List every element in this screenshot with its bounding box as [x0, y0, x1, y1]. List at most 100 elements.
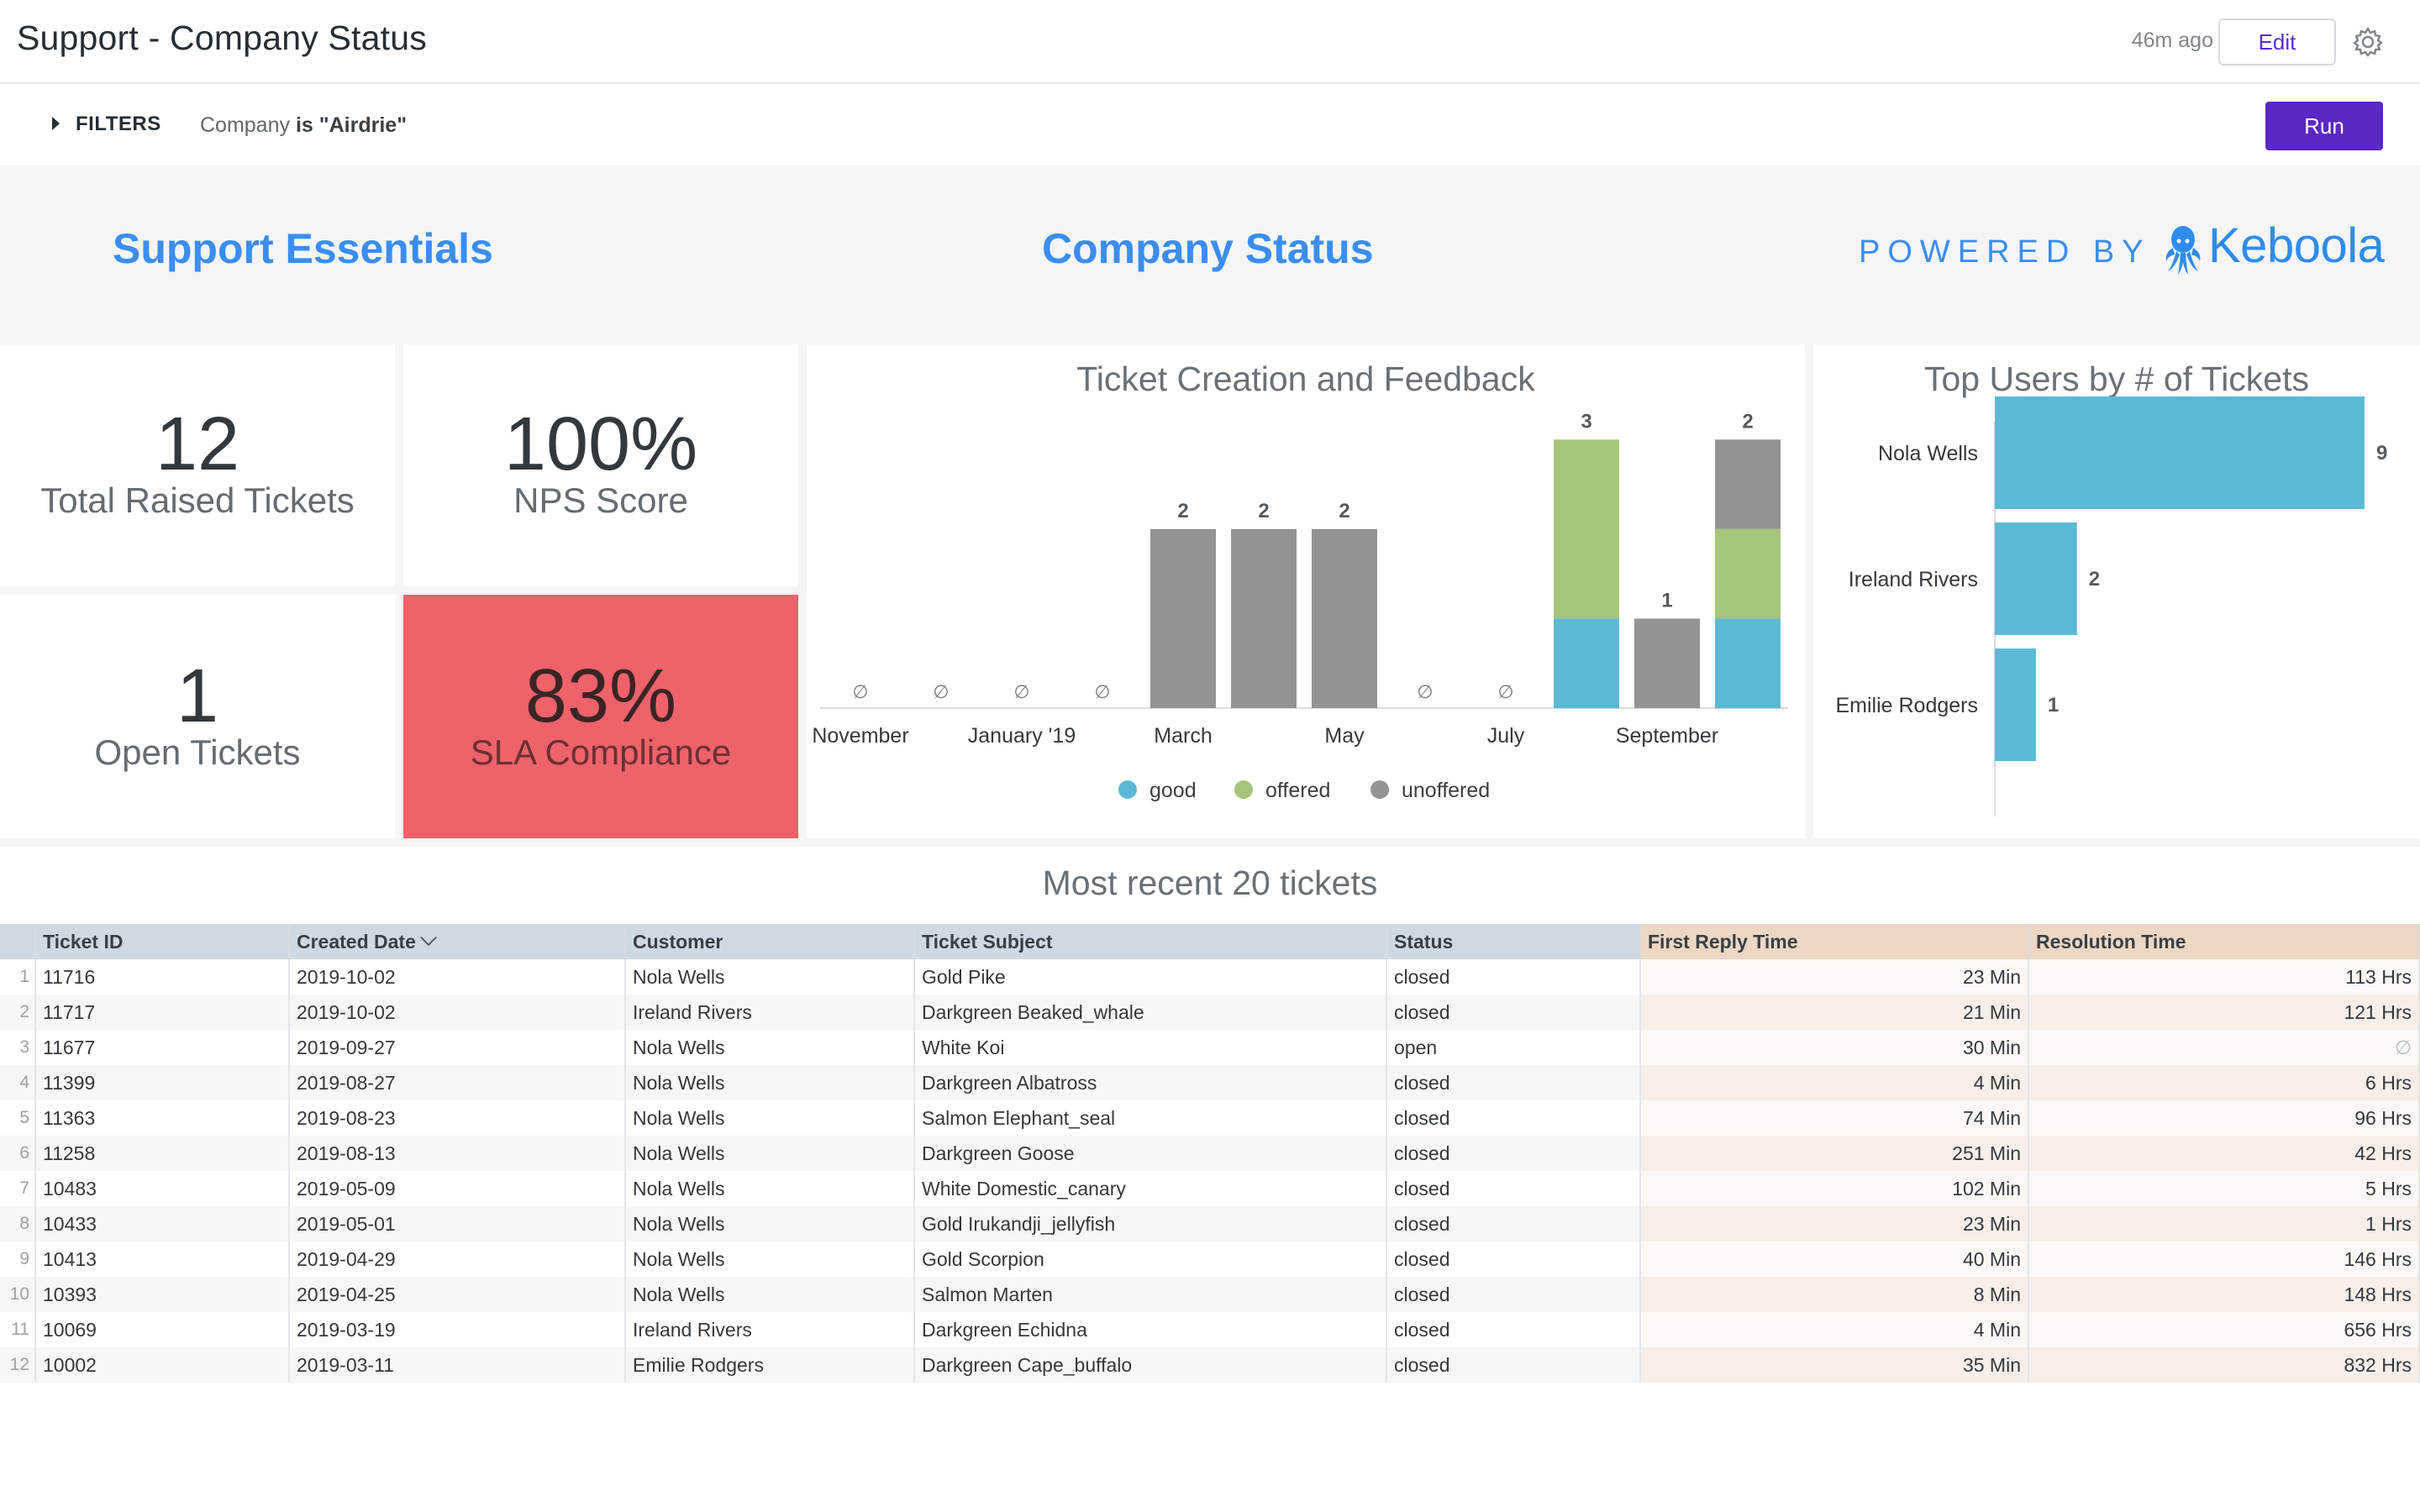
cell-first-reply-time: 4 Min — [1640, 1065, 2029, 1100]
table-row[interactable]: 1 11716 2019-10-02 Nola Wells Gold Pike close… — [0, 959, 2420, 995]
dashboard-title: Support - Company Status — [17, 18, 427, 57]
cell-customer: Nola Wells — [625, 1065, 915, 1100]
table-row[interactable]: 9 10413 2019-04-29 Nola Wells Gold Scorpion c… — [0, 1242, 2420, 1277]
table-row[interactable]: 2 11717 2019-10-02 Ireland Rivers Darkgreen … — [0, 995, 2420, 1030]
edit-button[interactable]: Edit — [2218, 18, 2336, 66]
x-tick-label: January '19 — [968, 724, 1076, 748]
run-button[interactable]: Run — [2265, 102, 2383, 150]
table-row[interactable]: 10 10393 2019-04-25 Nola Wells Salmon Marten… — [0, 1277, 2420, 1312]
cell-status: closed — [1386, 1206, 1641, 1242]
filter-value: "Airdrie" — [318, 113, 408, 137]
cell-customer: Nola Wells — [625, 1100, 915, 1136]
cell-ticket-id: 10393 — [35, 1277, 290, 1312]
table-row[interactable]: 6 11258 2019-08-13 Nola Wells Darkgreen Goos… — [0, 1136, 2420, 1171]
column-header-status[interactable]: Status — [1386, 924, 1641, 959]
x-tick-label: November — [812, 724, 908, 748]
cell-created-date: 2019-08-27 — [289, 1065, 626, 1100]
cell-ticket-subject: Gold Pike — [914, 959, 1387, 995]
table-row[interactable]: 11 10069 2019-03-19 Ireland Rivers Darkgreen… — [0, 1312, 2420, 1347]
cell-ticket-id: 11399 — [35, 1065, 290, 1100]
cell-first-reply-time: 30 Min — [1640, 1030, 2029, 1065]
cell-ticket-subject: Gold Irukandji_jellyfish — [914, 1206, 1387, 1242]
tickets-table: Ticket ID Created Date Customer Ticket S… — [0, 924, 2420, 1383]
legend-label-good: good — [1150, 779, 1197, 802]
row-index: 8 — [0, 1206, 36, 1242]
dashboard-header: Support - Company Status 46m ago Edit — [0, 0, 2420, 84]
filter-bar: FILTERS Company is "Airdrie" Run — [0, 85, 2420, 165]
cell-resolution-time: 656 Hrs — [2028, 1312, 2420, 1347]
cell-ticket-subject: Darkgreen Albatross — [914, 1065, 1387, 1100]
cell-ticket-subject: White Koi — [914, 1030, 1387, 1065]
table-row[interactable]: 4 11399 2019-08-27 Nola Wells Darkgreen Alba… — [0, 1065, 2420, 1100]
cell-resolution-time: 832 Hrs — [2028, 1347, 2420, 1383]
cell-status: closed — [1386, 1171, 1641, 1206]
cell-resolution-time: 5 Hrs — [2028, 1171, 2420, 1206]
column-header-ticket-id[interactable]: Ticket ID — [35, 924, 290, 959]
bar-unoffered — [1150, 528, 1216, 708]
active-filter[interactable]: Company is "Airdrie" — [200, 113, 407, 138]
kpi-value: 83% — [524, 654, 677, 738]
kpi-label: SLA Compliance — [470, 732, 732, 772]
column-header-customer[interactable]: Customer — [625, 924, 915, 959]
chart-title: Top Users by # of Tickets — [1923, 360, 2309, 398]
row-index: 5 — [0, 1100, 36, 1136]
table-title: Most recent 20 tickets — [1042, 864, 1378, 902]
cell-ticket-id: 10483 — [35, 1171, 290, 1206]
cell-ticket-subject: Darkgreen Beaked_whale — [914, 995, 1387, 1030]
kpi-open-tickets: 1 Open Tickets — [0, 595, 395, 838]
row-index: 4 — [0, 1065, 36, 1100]
cell-resolution-time: 148 Hrs — [2028, 1277, 2420, 1312]
ticket-creation-chart: ∅ ∅ ∅ ∅ 2 2 2 ∅ ∅ 3 1 2 November January '19 March May J… — [812, 410, 1788, 802]
bar-unoffered — [1312, 528, 1377, 708]
gear-icon[interactable] — [2351, 25, 2385, 59]
y-category-label: Ireland Rivers — [1849, 568, 1978, 591]
table-row[interactable]: 8 10433 2019-05-01 Nola Wells Gold Irukandji… — [0, 1206, 2420, 1242]
filters-toggle[interactable]: FILTERS — [76, 113, 161, 135]
column-header-ticket-subject[interactable]: Ticket Subject — [914, 924, 1387, 959]
cell-created-date: 2019-10-02 — [289, 995, 626, 1030]
cell-status: open — [1386, 1030, 1641, 1065]
bar-total-label: ∅ — [1497, 681, 1513, 702]
cell-ticket-id: 10069 — [35, 1312, 290, 1347]
table-row[interactable]: 3 11677 2019-09-27 Nola Wells White Koi open 3… — [0, 1030, 2420, 1065]
octopus-logo-icon — [2165, 226, 2201, 275]
cell-created-date: 2019-09-27 — [289, 1030, 626, 1065]
cell-status: closed — [1386, 1347, 1641, 1383]
kpi-value: 1 — [176, 654, 219, 738]
chart-title: Ticket Creation and Feedback — [1076, 360, 1535, 398]
kpi-label: Total Raised Tickets — [40, 480, 355, 520]
table-row[interactable]: 12 10002 2019-03-11 Emilie Rodgers Darkgreen… — [0, 1347, 2420, 1383]
cell-customer: Nola Wells — [625, 1206, 915, 1242]
row-index: 2 — [0, 995, 36, 1030]
cell-first-reply-time: 251 Min — [1640, 1136, 2029, 1171]
cell-ticket-subject: Salmon Marten — [914, 1277, 1387, 1312]
table-row[interactable]: 5 11363 2019-08-23 Nola Wells Salmon Elephan… — [0, 1100, 2420, 1136]
column-header-resolution-time[interactable]: Resolution Time — [2028, 924, 2420, 959]
cell-created-date: 2019-04-25 — [289, 1277, 626, 1312]
x-tick-label: July — [1487, 724, 1525, 748]
bar-total-label: 3 — [1581, 410, 1591, 433]
table-row[interactable]: 7 10483 2019-05-09 Nola Wells White Domestic… — [0, 1171, 2420, 1206]
bar-user — [1995, 396, 2365, 509]
bar-offered — [1715, 528, 1781, 619]
column-header-label: Created Date — [297, 930, 416, 953]
kpi-label: Open Tickets — [94, 732, 301, 772]
cell-customer: Nola Wells — [625, 959, 915, 995]
cell-customer: Nola Wells — [625, 1171, 915, 1206]
bar-unoffered — [1231, 528, 1297, 708]
cell-ticket-subject: Darkgreen Echidna — [914, 1312, 1387, 1347]
kpi-total-raised-tickets: 12 Total Raised Tickets — [0, 344, 395, 586]
kpi-value: 100% — [503, 402, 698, 486]
cell-customer: Nola Wells — [625, 1242, 915, 1277]
sort-descending-icon[interactable] — [419, 928, 437, 946]
column-header-created-date[interactable]: Created Date — [289, 924, 626, 959]
filter-operator: is — [295, 113, 313, 137]
kpi-sla-compliance: 83% SLA Compliance — [403, 595, 798, 838]
column-header-first-reply-time[interactable]: First Reply Time — [1640, 924, 2029, 959]
filter-field: Company — [200, 113, 290, 137]
cell-customer: Ireland Rivers — [625, 1312, 915, 1347]
caret-right-icon[interactable] — [52, 117, 60, 130]
cell-first-reply-time: 40 Min — [1640, 1242, 2029, 1277]
cell-resolution-time: 6 Hrs — [2028, 1065, 2420, 1100]
cell-resolution-time: ∅ — [2028, 1030, 2420, 1065]
